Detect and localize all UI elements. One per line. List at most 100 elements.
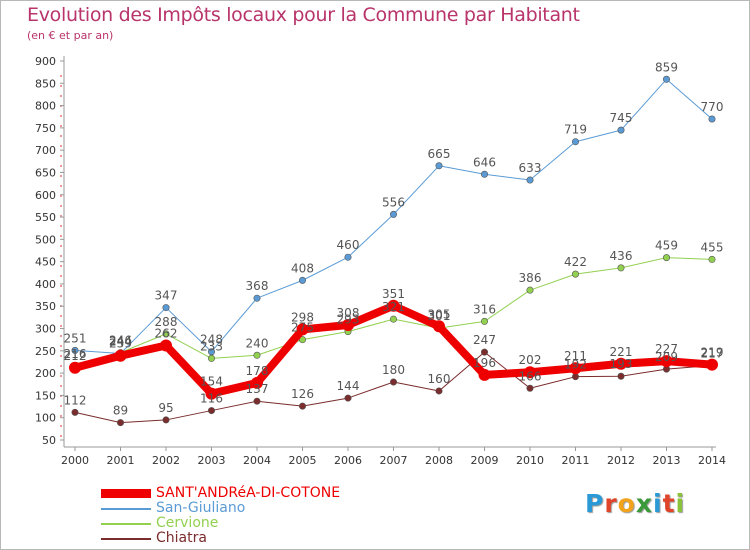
data-label-cervione: 422 (564, 255, 587, 269)
x-tick-label: 2010 (516, 454, 544, 467)
data-label-cervione: 216 (64, 347, 87, 361)
x-tick-label: 2011 (562, 454, 590, 467)
y-tick-label: 50 (42, 434, 56, 447)
legend-swatch (101, 489, 151, 498)
data-label-sant-andr-a-di-cotone: 227 (655, 342, 678, 356)
data-point-chiatra (571, 373, 579, 381)
data-point-cervione (208, 354, 216, 362)
data-point-cervione (298, 336, 306, 344)
logo-letter: r (604, 489, 618, 518)
data-point-chiatra (298, 402, 306, 410)
logo-letter: x (635, 489, 653, 518)
data-label-chiatra: 180 (382, 363, 405, 377)
y-tick-label: 200 (35, 367, 56, 380)
data-point-san-giuliano (253, 294, 261, 302)
legend-swatch (101, 507, 151, 510)
legend-swatch (101, 522, 151, 525)
data-point-san-giuliano (662, 75, 670, 83)
y-tick-label: 350 (35, 300, 56, 313)
data-label-sant-andr-a-di-cotone: 212 (64, 349, 87, 363)
y-tick-label: 150 (35, 389, 56, 402)
data-label-chiatra: 137 (246, 382, 269, 396)
data-label-san-giuliano: 719 (564, 123, 587, 137)
data-label-san-giuliano: 244 (109, 334, 132, 348)
x-tick-label: 2001 (107, 454, 135, 467)
data-label-sant-andr-a-di-cotone: 202 (519, 353, 542, 367)
data-point-cervione (617, 264, 625, 272)
data-point-cervione (526, 286, 534, 294)
data-point-chiatra (208, 407, 216, 415)
logo-letter: t (662, 489, 676, 518)
logo-letter: i (675, 489, 686, 518)
logo-letter: P (585, 489, 605, 518)
x-tick-label: 2002 (152, 454, 180, 467)
data-point-cervione (389, 315, 397, 323)
y-tick-label: 100 (35, 412, 56, 425)
legend-label: SANT'ANDRéA-DI-COTONE (156, 485, 341, 501)
data-label-san-giuliano: 859 (655, 60, 678, 74)
data-point-san-giuliano (162, 304, 170, 312)
data-point-san-giuliano (344, 253, 352, 261)
data-point-sant-andr-a-di-cotone (569, 362, 582, 375)
data-label-sant-andr-a-di-cotone: 239 (109, 337, 132, 351)
y-tick-label: 600 (35, 189, 56, 202)
data-label-san-giuliano: 770 (701, 100, 724, 114)
data-label-cervione: 386 (519, 271, 542, 285)
data-label-chiatra: 116 (200, 392, 223, 406)
y-tick-label: 900 (35, 55, 56, 68)
data-point-cervione (571, 270, 579, 278)
data-label-san-giuliano: 408 (291, 261, 314, 275)
data-label-cervione: 455 (701, 240, 724, 254)
data-point-san-giuliano (435, 162, 443, 170)
y-tick-label: 300 (35, 323, 56, 336)
data-label-sant-andr-a-di-cotone: 211 (564, 349, 587, 363)
x-tick-label: 2005 (289, 454, 317, 467)
data-point-sant-andr-a-di-cotone (660, 355, 673, 368)
x-tick-label: 2013 (653, 454, 681, 467)
data-point-chiatra (435, 387, 443, 395)
data-label-cervione: 275 (291, 321, 314, 335)
data-label-sant-andr-a-di-cotone: 308 (337, 306, 360, 320)
legend-label: Chiatra (156, 530, 207, 546)
y-tick-label: 700 (35, 144, 56, 157)
data-label-chiatra: 166 (519, 369, 542, 383)
data-point-san-giuliano (708, 115, 716, 123)
y-tick-label: 250 (35, 345, 56, 358)
y-tick-label: 450 (35, 256, 56, 269)
data-label-cervione: 246 (109, 334, 132, 348)
data-label-san-giuliano: 248 (200, 333, 223, 347)
data-label-chiatra: 95 (158, 401, 173, 415)
data-label-cervione: 316 (473, 302, 496, 316)
data-point-sant-andr-a-di-cotone (342, 318, 354, 331)
data-point-sant-andr-a-di-cotone (69, 361, 81, 374)
y-tick-label: 650 (35, 166, 56, 179)
data-label-san-giuliano: 646 (473, 155, 496, 169)
data-label-chiatra: 193 (610, 357, 633, 371)
data-label-sant-andr-a-di-cotone: 351 (382, 287, 405, 301)
y-tick-label: 850 (35, 77, 56, 90)
data-point-chiatra (117, 419, 125, 427)
data-label-sant-andr-a-di-cotone: 196 (473, 356, 496, 370)
data-label-chiatra: 89 (113, 404, 128, 418)
chart-subtitle: (en € et par an) (27, 29, 114, 42)
data-label-chiatra: 144 (337, 379, 360, 393)
data-label-chiatra: 247 (473, 333, 496, 347)
data-label-sant-andr-a-di-cotone: 305 (428, 307, 451, 321)
data-point-sant-andr-a-di-cotone (296, 323, 309, 336)
data-label-cervione: 293 (337, 313, 360, 327)
data-label-sant-andr-a-di-cotone: 178 (246, 364, 269, 378)
data-point-chiatra (253, 397, 261, 405)
y-tick-label: 400 (35, 278, 56, 291)
data-label-sant-andr-a-di-cotone: 221 (610, 345, 633, 359)
data-point-san-giuliano (526, 176, 534, 184)
data-label-cervione: 240 (246, 336, 269, 350)
data-point-sant-andr-a-di-cotone (706, 358, 718, 371)
data-point-cervione (253, 351, 261, 359)
data-point-chiatra (344, 394, 352, 402)
data-label-san-giuliano: 460 (337, 238, 360, 252)
data-label-cervione: 288 (155, 315, 178, 329)
data-point-sant-andr-a-di-cotone (615, 357, 627, 370)
data-label-san-giuliano: 347 (155, 289, 178, 303)
